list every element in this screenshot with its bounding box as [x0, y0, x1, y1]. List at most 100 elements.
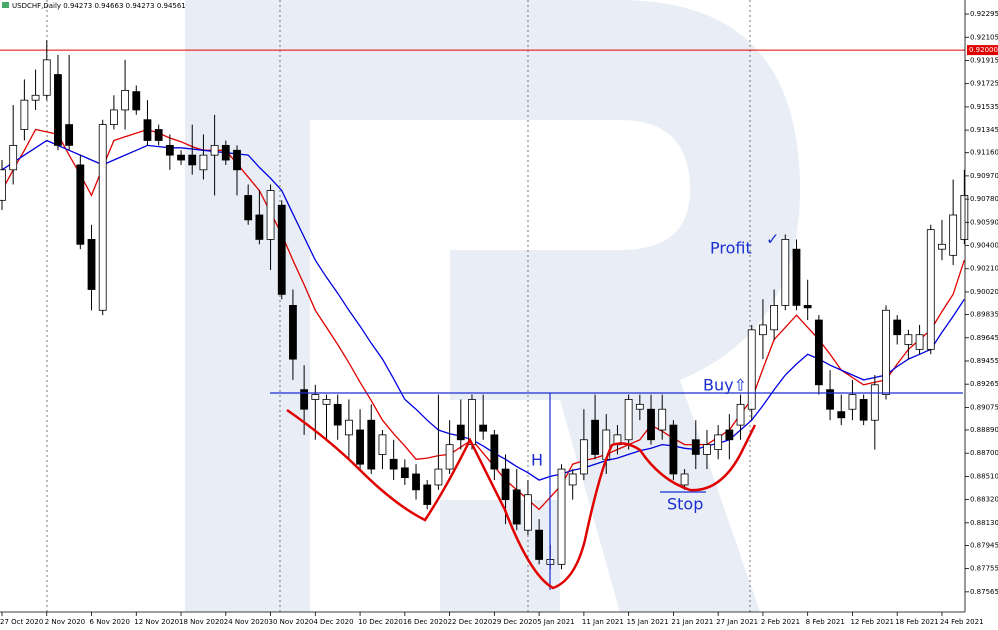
x-tick-label: 10 Dec 2020	[358, 618, 403, 626]
candle-body	[501, 468, 510, 501]
candle-body	[434, 468, 443, 486]
level-label-box	[967, 45, 998, 56]
y-tick-label: 0.87565	[970, 588, 998, 596]
moving-average	[1, 139, 965, 481]
candle-body	[54, 74, 62, 146]
y-tick-label: 0.91725	[970, 80, 998, 88]
y-tick-label: 0.89265	[970, 380, 998, 388]
candle-body	[770, 304, 779, 331]
candle-body	[322, 399, 331, 405]
candle-body	[591, 419, 599, 455]
candle-body	[356, 429, 364, 465]
candle-body	[535, 529, 544, 560]
candle-body	[367, 419, 376, 470]
candle-body	[647, 408, 655, 441]
head-label: H	[531, 451, 543, 470]
candle-body	[703, 444, 711, 455]
candle-body	[132, 91, 141, 111]
y-tick-label: 0.90590	[970, 218, 998, 226]
candle-body	[635, 403, 644, 410]
candle-body	[893, 319, 902, 336]
candle-body	[9, 144, 18, 171]
x-tick-label: 11 Jan 2021	[582, 618, 624, 626]
watermark	[185, 0, 800, 612]
candle-body	[98, 124, 107, 311]
x-tick-label: 29 Dec 2020	[492, 618, 537, 626]
candle-body	[65, 124, 74, 146]
candle-body	[814, 319, 823, 386]
candle-body	[524, 494, 532, 531]
candle-body	[747, 329, 756, 410]
y-tick-label: 0.88130	[970, 519, 998, 527]
x-tick-label: 4 Dec 2020	[313, 618, 353, 626]
y-tick-label: 0.90210	[970, 265, 998, 273]
candle-body	[479, 424, 488, 432]
x-tick-label: 18 Feb 2021	[895, 618, 939, 626]
level-label: 0.92000	[969, 46, 998, 54]
x-tick-label: 24 Nov 2020	[224, 618, 269, 626]
candle-body	[680, 473, 689, 486]
y-tick-label: 0.90780	[970, 195, 998, 203]
candle-body	[468, 399, 476, 446]
candle-body	[199, 154, 208, 171]
candle-body	[456, 424, 465, 441]
y-tick-label: 0.89835	[970, 311, 998, 319]
chart-header: USDCHF,Daily 0.94273 0.94663 0.94273 0.9…	[12, 2, 186, 10]
candle-body	[423, 484, 432, 505]
candle-body	[400, 467, 409, 479]
x-tick-label: 22 Dec 2020	[448, 618, 493, 626]
x-tick-label: 27 Oct 2020	[0, 618, 43, 626]
candle-body	[31, 94, 40, 101]
check-mark: ✓	[766, 230, 779, 249]
candle-body	[915, 334, 924, 350]
candle-body	[870, 384, 879, 421]
candle-body	[266, 190, 275, 240]
x-tick-label: 27 Jan 2021	[716, 618, 758, 626]
y-tick-label: 0.87755	[970, 565, 998, 573]
candle-body	[848, 394, 857, 410]
candle-body	[490, 434, 499, 470]
candle-body	[188, 154, 197, 166]
y-tick-label: 0.89075	[970, 403, 998, 411]
y-tick-label: 0.90970	[970, 172, 998, 180]
candle-body	[0, 169, 6, 201]
candle-body	[658, 408, 667, 431]
candle-body	[837, 411, 846, 419]
candle-body	[221, 144, 230, 161]
candle-body	[143, 119, 152, 141]
candle-body	[333, 403, 342, 426]
candle-body	[445, 444, 454, 470]
candle-body	[579, 439, 588, 475]
candle-body	[255, 214, 264, 240]
candle-body	[792, 248, 801, 306]
x-tick-label: 18 Nov 2020	[179, 618, 224, 626]
candle-body	[389, 458, 398, 470]
y-tick-label: 0.91915	[970, 56, 998, 64]
y-tick-label: 0.92105	[970, 33, 998, 41]
candle-body	[311, 394, 320, 400]
candle-body	[826, 389, 834, 410]
candle-body	[289, 304, 297, 360]
candle-body	[42, 59, 51, 96]
candle-body	[244, 195, 253, 221]
candle-body	[76, 164, 85, 245]
candle-body	[938, 243, 946, 250]
pattern-annotations	[270, 392, 963, 590]
y-tick-label: 0.87945	[970, 541, 998, 549]
profit-label: Profit	[710, 239, 752, 258]
candle-body	[277, 204, 286, 295]
y-tick-label: 0.91345	[970, 126, 998, 134]
x-tick-label: 2 Feb 2021	[761, 618, 800, 626]
candle-body	[949, 214, 958, 256]
plot-area	[0, 40, 969, 570]
y-tick-label: 0.91535	[970, 103, 998, 111]
candle-body	[803, 304, 812, 309]
x-tick-label: 6 Nov 2020	[90, 618, 130, 626]
x-tick-label: 30 Nov 2020	[269, 618, 314, 626]
x-tick-label: 8 Feb 2021	[806, 618, 845, 626]
candle-body	[210, 144, 219, 156]
candle-body	[557, 468, 566, 565]
x-tick-label: 15 Jan 2021	[627, 618, 669, 626]
candle-body	[714, 434, 723, 450]
